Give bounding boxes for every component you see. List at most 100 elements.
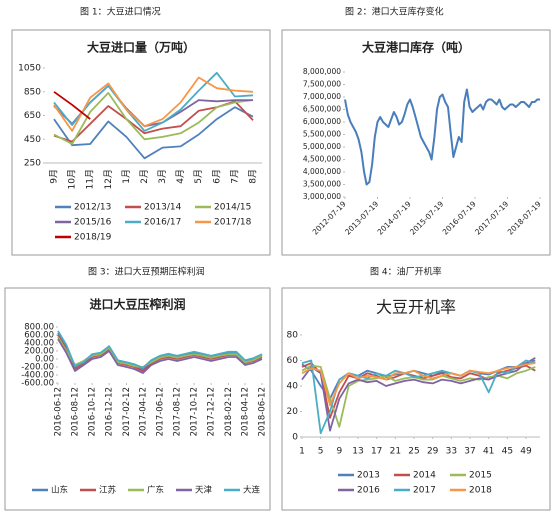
y-tick-label: 850 [24, 87, 41, 97]
y-tick-label: 4,500,000 [303, 155, 341, 164]
series-line [301, 362, 536, 406]
y-tick-label: 1050 [18, 64, 41, 74]
x-tick-label: 45 [502, 447, 513, 457]
chart-frame [4, 287, 271, 511]
x-tick-label: 11月 [85, 169, 96, 189]
x-tick-label: 6月 [211, 169, 222, 184]
y-tick-label: 6,000,000 [303, 117, 341, 126]
legend-label: 2016/17 [144, 218, 181, 228]
legend-label: 2013 [357, 471, 380, 481]
x-tick-label: 2018-02-12 [224, 387, 234, 436]
y-tick-label: 4,000,000 [303, 167, 341, 176]
y-tick-label: 7,500,000 [303, 80, 341, 89]
x-tick-label: 2016-10-12 [88, 387, 98, 436]
chart-title: 进口大豆压榨利润 [89, 297, 185, 312]
y-tick-label: -200.00 [21, 363, 54, 373]
x-tick-label: 9月 [49, 169, 60, 184]
legend-label: 2015/16 [74, 218, 112, 228]
chart-title: 大豆港口库存（吨） [362, 40, 470, 55]
series-line [301, 359, 536, 435]
y-tick-label: 20 [287, 407, 299, 417]
series-line [57, 336, 263, 368]
y-tick-label: 3,000,000 [303, 192, 341, 201]
x-tick-label: 1月 [121, 169, 132, 184]
x-tick-label: 2017-02-12 [122, 387, 132, 436]
x-tick-label: 2016-12-12 [105, 387, 115, 436]
y-tick-label: -400.00 [21, 371, 54, 381]
legend-label: 2012/13 [74, 203, 111, 213]
y-tick-label: 60 [287, 356, 299, 366]
x-tick-label: 5月 [193, 169, 204, 184]
x-tick-label: 10月 [67, 169, 78, 189]
chart-frame [11, 29, 271, 256]
x-tick-label: 3月 [157, 169, 168, 184]
series-line [57, 330, 263, 369]
x-tick-label: 13 [352, 447, 363, 457]
x-tick-label: 2017-12-12 [207, 387, 217, 436]
chart-frame [281, 29, 551, 256]
y-tick-label: 6,500,000 [303, 105, 341, 114]
x-tick-label: 1 [299, 447, 305, 457]
x-tick-label: 9 [336, 447, 342, 457]
series-line [53, 106, 254, 160]
x-tick-label: 2016-08-12 [71, 387, 81, 436]
y-tick-label: 400.00 [24, 339, 54, 349]
legend-label: 2014 [413, 471, 436, 481]
y-tick-label: 5,000,000 [303, 142, 341, 151]
x-tick-label: 29 [427, 447, 439, 457]
x-tick-label: 5 [318, 447, 324, 457]
legend-label: 2017/18 [214, 218, 252, 228]
series-line [57, 338, 263, 374]
x-tick-label: 2017-06-12 [156, 387, 166, 436]
x-tick-label: 41 [483, 447, 494, 457]
y-tick-label: 80 [287, 331, 299, 341]
legend-label: 天津 [195, 485, 213, 496]
x-tick-label: 2017-08-12 [173, 387, 183, 436]
x-tick-label: 33 [446, 447, 457, 457]
x-tick-label: 2018-04-12 [240, 387, 250, 436]
figure-caption: 图 1：大豆进口情况 [80, 6, 161, 18]
x-tick-label: 2017-10-12 [190, 387, 200, 436]
y-tick-label: 200.00 [24, 347, 54, 357]
legend-label: 2014/15 [214, 203, 251, 213]
legend-label: 山东 [51, 485, 68, 496]
y-tick-label: 450 [24, 135, 41, 145]
y-tick-label: 250 [24, 159, 41, 169]
y-tick-label: 650 [24, 111, 41, 121]
x-tick-label: 2018-06-12 [258, 387, 268, 436]
x-tick-label: 2月 [139, 169, 150, 184]
x-tick-label: 7月 [229, 169, 240, 184]
y-tick-label: 7,000,000 [303, 92, 341, 101]
x-tick-label: 2017-04-12 [138, 387, 148, 436]
x-tick-label: 17 [371, 447, 382, 457]
figure-caption: 图 4：油厂开机率 [370, 266, 442, 278]
x-tick-label: 49 [520, 447, 532, 457]
legend-label: 大连 [243, 485, 261, 496]
legend-label: 江苏 [99, 485, 117, 496]
series-line [344, 88, 540, 186]
x-tick-label: 4月 [175, 169, 186, 184]
figure-caption: 图 3：进口大豆预期压榨利润 [88, 266, 205, 278]
y-tick-label: 600.00 [24, 331, 54, 341]
legend-label: 2016 [357, 486, 380, 496]
y-tick-label: 8,000,000 [303, 67, 341, 76]
y-tick-label: 800.00 [24, 323, 54, 333]
x-tick-label: 37 [464, 447, 475, 457]
figure-caption: 图 2：港口大豆库存变化 [345, 6, 444, 18]
legend-label: 2017 [413, 486, 436, 496]
y-tick-label: 5,500,000 [303, 130, 341, 139]
legend-label: 广东 [147, 485, 164, 496]
x-tick-label: 12月 [103, 169, 114, 189]
y-tick-label: 0.00 [35, 355, 54, 365]
x-tick-label: 2016-06-12 [54, 387, 64, 436]
y-tick-label: 0 [292, 433, 298, 443]
y-tick-label: 3,500,000 [303, 180, 341, 189]
chart-title: 大豆开机率 [376, 298, 456, 317]
x-tick-label: 21 [390, 447, 401, 457]
y-tick-label: -600.00 [21, 379, 54, 389]
series-line [53, 91, 91, 120]
legend-label: 2018/19 [74, 233, 112, 243]
series-line [53, 76, 254, 132]
legend-label: 2015 [469, 471, 492, 481]
